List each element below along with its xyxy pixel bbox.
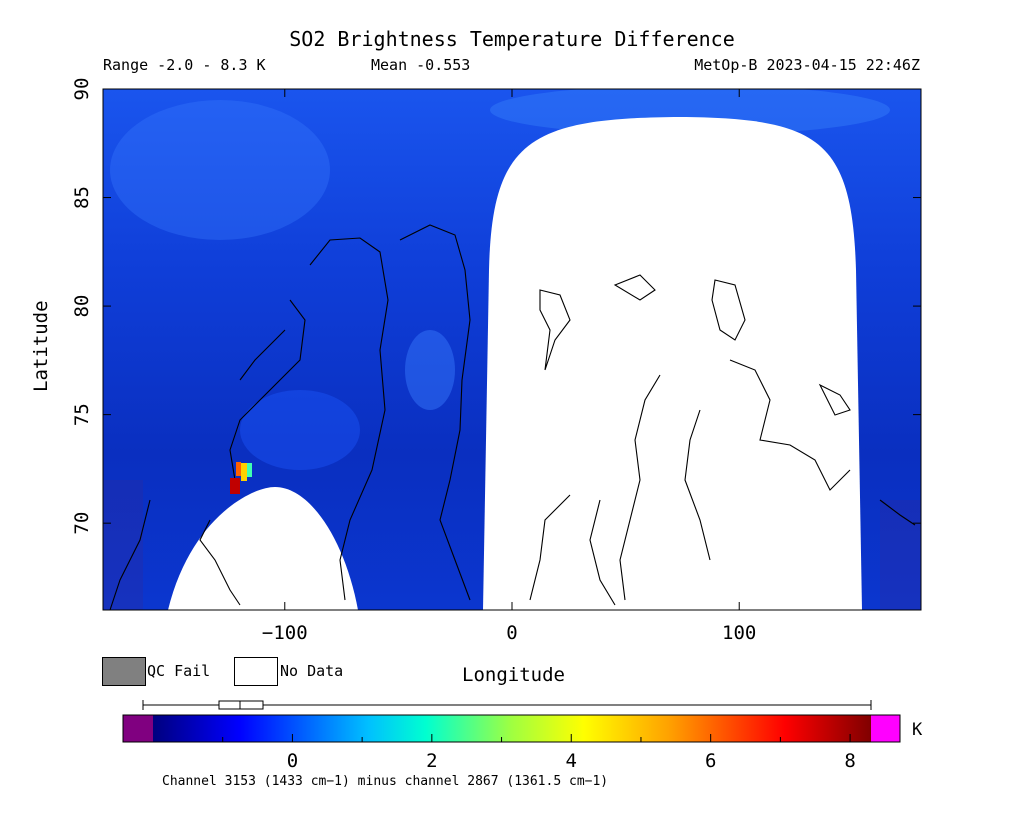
x-tick-label: 0 [506, 622, 517, 644]
no-data-label: No Data [280, 662, 344, 680]
colorbar-tick-label: 4 [566, 750, 577, 772]
no-data-swatch [234, 657, 278, 686]
colorbar-unit: K [912, 720, 923, 740]
y-axis-label: Latitude [30, 300, 52, 392]
qc-fail-label: QC Fail [147, 662, 211, 680]
x-tick-label: 100 [722, 622, 756, 644]
y-tick-label: 90 [71, 78, 93, 101]
y-tick-label: 85 [71, 186, 93, 209]
heatmap-field [103, 89, 921, 610]
mean-label: Mean -0.553 [371, 56, 471, 74]
y-tick-label: 75 [71, 403, 93, 426]
colorbar-tick-label: 6 [705, 750, 716, 772]
colorbar: 0 2 4 6 8 [122, 700, 901, 772]
range-label: Range -2.0 - 8.3 K [103, 56, 266, 74]
channel-footnote: Channel 3153 (1433 cm−1) minus channel 2… [162, 774, 609, 789]
colorbar-gradient [153, 715, 871, 742]
hotspot-high [230, 478, 240, 494]
hotspot-mid [241, 463, 247, 481]
no-data-west [168, 487, 358, 610]
colorbar-tick-label: 0 [287, 750, 298, 772]
x-tick-label: −100 [262, 622, 308, 644]
satellite-timestamp: MetOp-B 2023-04-15 22:46Z [694, 56, 920, 74]
colorbar-underflow [123, 715, 153, 742]
colorbar-tick-label: 8 [844, 750, 855, 772]
chart-title: SO2 Brightness Temperature Difference [289, 27, 735, 51]
x-axis-label: Longitude [462, 664, 565, 686]
colorbar-overflow [871, 715, 900, 742]
y-tick-label: 70 [71, 512, 93, 535]
x-axis-ticks: −100 0 100 [262, 89, 756, 644]
no-data-east [483, 117, 862, 610]
qc-fail-swatch [102, 657, 146, 686]
colorbar-tick-label: 2 [426, 750, 437, 772]
y-tick-label: 80 [71, 295, 93, 318]
y-axis-ticks: 70 75 80 85 90 [71, 78, 921, 535]
